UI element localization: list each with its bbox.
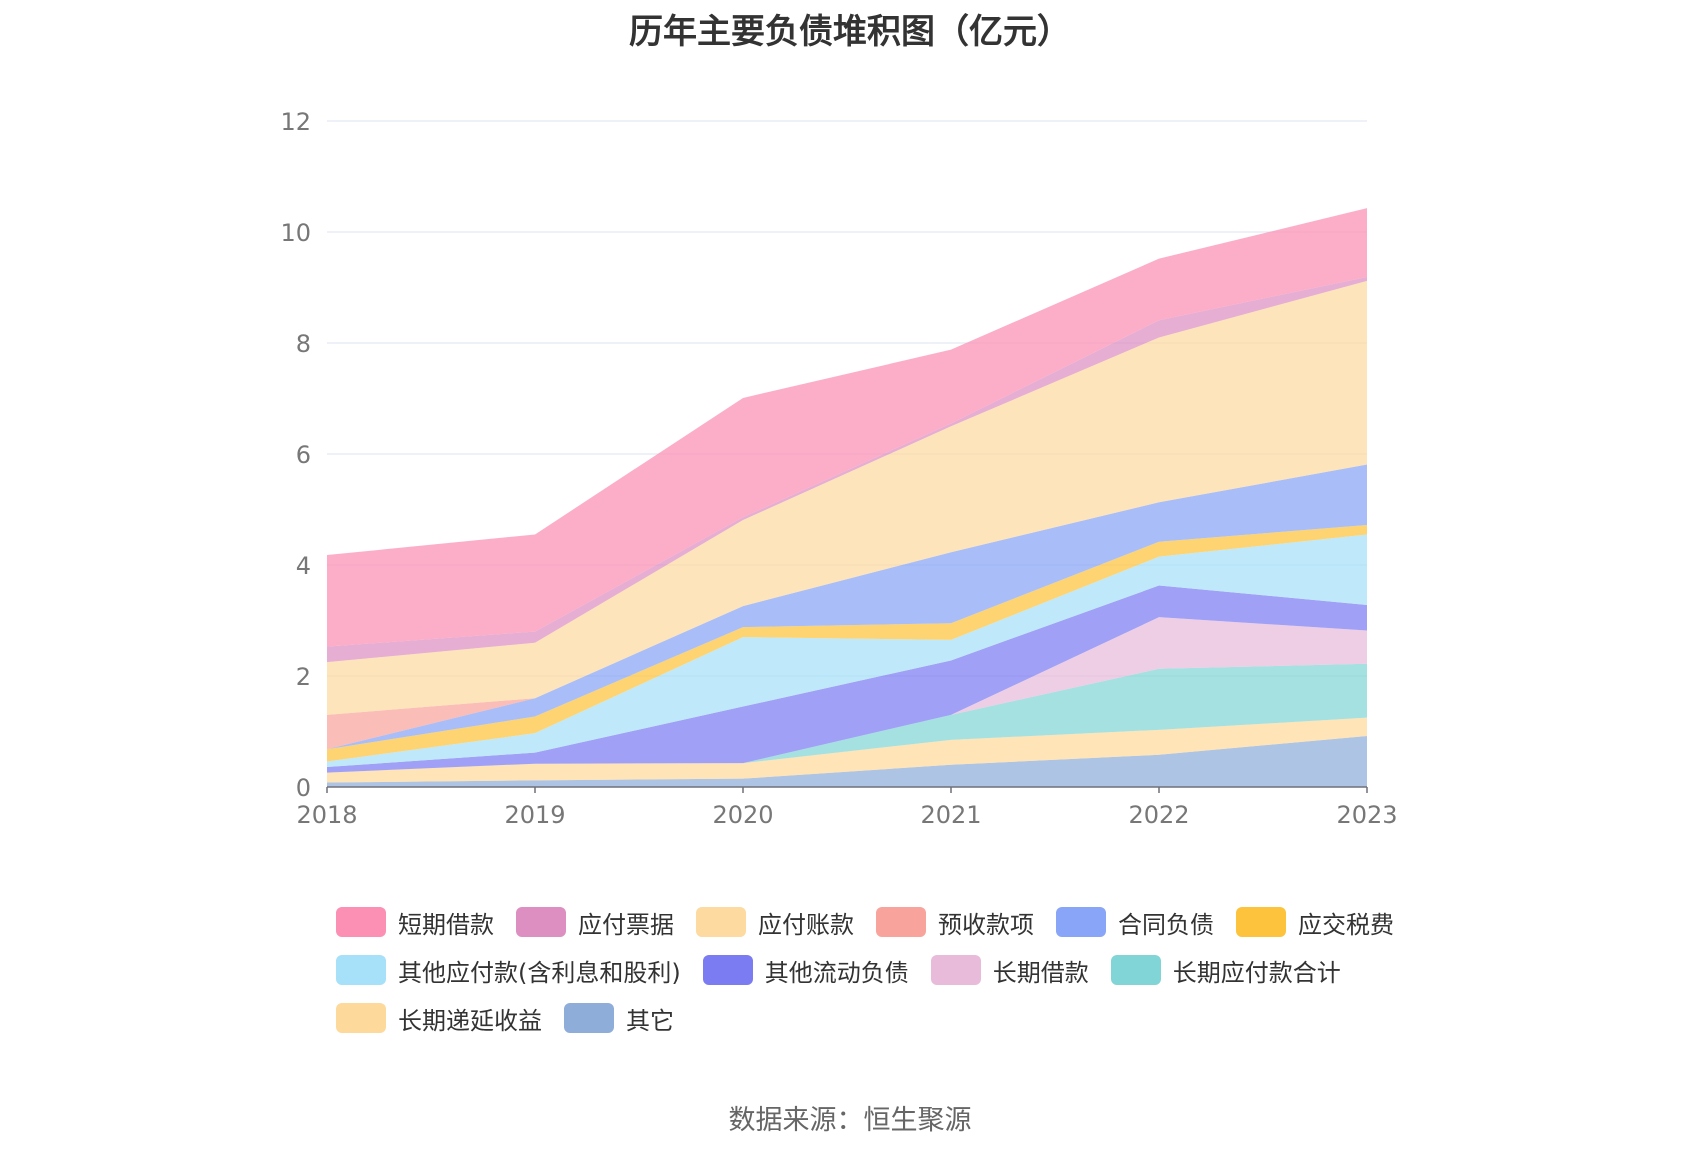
legend-row: 其他应付款(含利息和股利) 其他流动负债 长期借款 长期应付款合计 bbox=[336, 946, 1436, 994]
legend-label: 应付票据 bbox=[578, 910, 674, 939]
legend-item[interactable]: 其他应付款(含利息和股利) bbox=[336, 953, 681, 988]
legend-label: 长期应付款合计 bbox=[1172, 958, 1341, 987]
area-series-3 bbox=[327, 617, 1367, 773]
x-tick-label: 2018 bbox=[296, 801, 357, 829]
y-tick-label: 6 bbox=[296, 441, 311, 469]
legend-item[interactable]: 应交税费 bbox=[1236, 905, 1394, 940]
legend-swatch bbox=[336, 955, 386, 985]
legend-label: 应付账款 bbox=[758, 910, 854, 939]
chart-title: 历年主要负债堆积图（亿元） bbox=[629, 12, 1071, 52]
legend-item[interactable]: 长期递延收益 bbox=[336, 1001, 542, 1036]
legend-item[interactable]: 预收款项 bbox=[876, 905, 1034, 940]
legend-swatch bbox=[1056, 907, 1106, 937]
legend-swatch bbox=[564, 1003, 614, 1033]
legend: 短期借款 应付票据 应付账款 预收款项 合同负债 应交税费其他应付款(含利息和股利) 其他流… bbox=[336, 898, 1436, 1042]
area-series-7 bbox=[327, 464, 1367, 750]
legend-label: 长期递延收益 bbox=[398, 1006, 542, 1035]
legend-label: 合同负债 bbox=[1118, 910, 1214, 939]
x-tick-label: 2020 bbox=[712, 801, 773, 829]
x-tick-label: 2023 bbox=[1336, 801, 1397, 829]
area-series-1 bbox=[327, 717, 1367, 783]
legend-swatch bbox=[336, 1003, 386, 1033]
legend-swatch bbox=[516, 907, 566, 937]
legend-swatch bbox=[1236, 907, 1286, 937]
legend-row: 短期借款 应付票据 应付账款 预收款项 合同负债 应交税费 bbox=[336, 898, 1436, 946]
legend-label: 预收款项 bbox=[938, 910, 1034, 939]
y-tick-label: 10 bbox=[280, 219, 311, 247]
legend-swatch bbox=[696, 907, 746, 937]
data-source: 数据来源：恒生聚源 bbox=[728, 1105, 972, 1136]
area-series-11 bbox=[327, 208, 1367, 647]
legend-item[interactable]: 短期借款 bbox=[336, 905, 494, 940]
legend-item[interactable]: 其他流动负债 bbox=[702, 953, 909, 988]
y-tick-label: 0 bbox=[296, 774, 311, 802]
area-series-2 bbox=[327, 663, 1367, 773]
legend-swatch bbox=[702, 955, 753, 985]
legend-row: 长期递延收益 其它 bbox=[336, 994, 1436, 1042]
legend-swatch bbox=[876, 907, 926, 937]
x-tick-label: 2022 bbox=[1128, 801, 1189, 829]
area-series-9 bbox=[327, 280, 1367, 715]
area-series bbox=[327, 208, 1367, 787]
area-series-8 bbox=[327, 464, 1367, 750]
legend-label: 其它 bbox=[626, 1006, 674, 1035]
legend-swatch bbox=[1110, 955, 1161, 985]
legend-item[interactable]: 长期借款 bbox=[930, 953, 1089, 988]
axes: 0 2 4 6 8 10 12 2018 2019 2020 2021 2022 2023 bbox=[280, 108, 1397, 829]
legend-label: 短期借款 bbox=[398, 910, 494, 939]
legend-item[interactable]: 应付账款 bbox=[696, 905, 854, 940]
legend-item[interactable]: 其它 bbox=[564, 1001, 674, 1036]
area-series-5 bbox=[327, 534, 1367, 768]
y-tick-label: 2 bbox=[296, 663, 311, 691]
y-tick-label: 8 bbox=[296, 330, 311, 358]
legend-item[interactable]: 长期应付款合计 bbox=[1110, 953, 1341, 988]
legend-item[interactable]: 应付票据 bbox=[516, 905, 674, 940]
legend-label: 应交税费 bbox=[1298, 910, 1394, 939]
x-tick-label: 2019 bbox=[504, 801, 565, 829]
y-tick-label: 12 bbox=[280, 108, 311, 136]
area-series-0 bbox=[327, 735, 1367, 787]
area-series-4 bbox=[327, 585, 1367, 773]
legend-swatch bbox=[336, 907, 386, 937]
legend-label: 其他应付款(含利息和股利) bbox=[398, 958, 681, 987]
x-tick-label: 2021 bbox=[920, 801, 981, 829]
legend-label: 长期借款 bbox=[992, 958, 1089, 987]
area-series-6 bbox=[327, 525, 1367, 762]
y-tick-label: 4 bbox=[296, 552, 311, 580]
legend-item[interactable]: 合同负债 bbox=[1056, 905, 1214, 940]
legend-label: 其他流动负债 bbox=[764, 958, 909, 987]
legend-swatch bbox=[930, 955, 981, 985]
